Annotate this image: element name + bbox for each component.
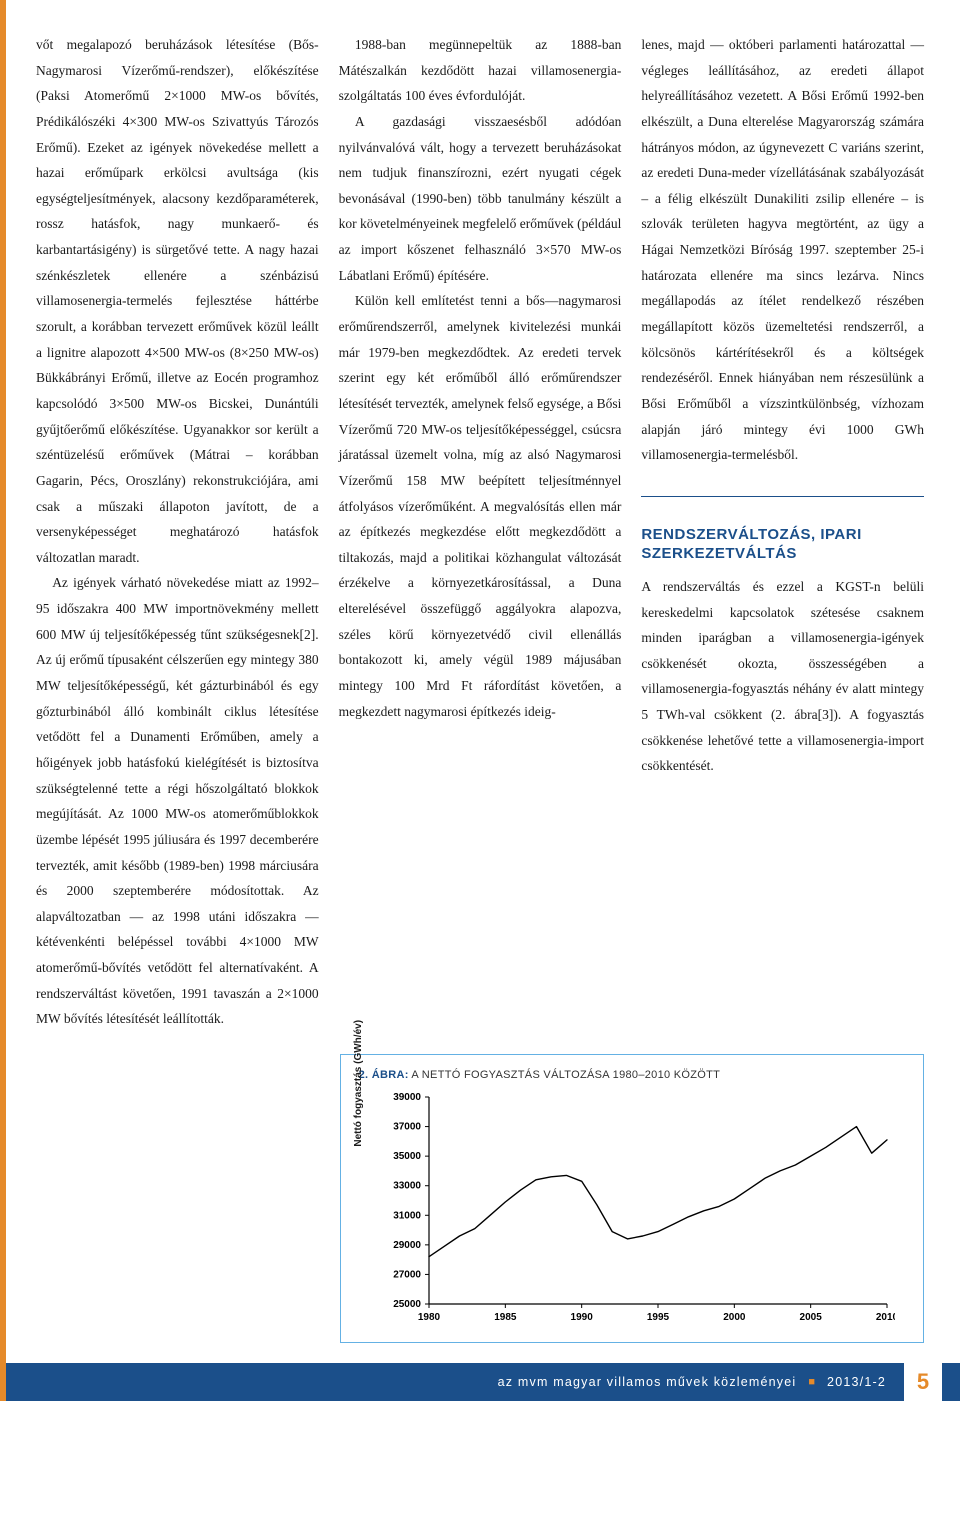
svg-text:1995: 1995: [646, 1312, 669, 1323]
svg-text:1985: 1985: [494, 1312, 517, 1323]
svg-text:25000: 25000: [393, 1299, 421, 1310]
svg-text:35000: 35000: [393, 1151, 421, 1162]
figure-2: 2. ÁBRA: A NETTÓ FOGYASZTÁS VÁLTOZÁSA 19…: [340, 1054, 924, 1343]
paragraph: A gazdasági visszaesésből adódóan nyilvá…: [339, 109, 622, 288]
footer-title: az mvm magyar villamos művek közleményei: [498, 1375, 797, 1389]
paragraph: lenes, majd — októberi parlamenti határo…: [641, 32, 924, 468]
svg-text:31000: 31000: [393, 1210, 421, 1221]
footer-bar: az mvm magyar villamos művek közleményei…: [0, 1363, 960, 1401]
svg-text:33000: 33000: [393, 1181, 421, 1192]
svg-text:2010: 2010: [875, 1312, 894, 1323]
section-heading: RENDSZERVÁLTOZÁS, IPARI SZERKEZETVÁLTÁS: [641, 525, 924, 564]
footer-issue: 2013/1-2: [827, 1375, 886, 1389]
paragraph: A rendszerváltás és ezzel a KGST-n belül…: [641, 574, 924, 779]
svg-text:2005: 2005: [799, 1312, 822, 1323]
figure-number: 2. ÁBRA:: [359, 1069, 409, 1081]
paragraph: vőt megalapozó beruházások létesítése (B…: [36, 32, 319, 570]
section-rule: [641, 496, 924, 497]
column-1: vőt megalapozó beruházások létesítése (B…: [36, 32, 319, 1032]
column-3: lenes, majd — októberi parlamenti határo…: [641, 32, 924, 1032]
svg-text:1990: 1990: [570, 1312, 593, 1323]
svg-text:2000: 2000: [723, 1312, 746, 1323]
chart-container: Nettó fogyasztás (GWh/év) 25000270002900…: [359, 1091, 905, 1330]
footer-separator-icon: ■: [808, 1376, 815, 1388]
text-columns: vőt megalapozó beruházások létesítése (B…: [36, 32, 924, 1032]
page-number: 5: [904, 1363, 942, 1401]
figure-caption-text: A NETTÓ FOGYASZTÁS VÁLTOZÁSA 1980–2010 K…: [409, 1069, 721, 1081]
chart-ylabel: Nettó fogyasztás (GWh/év): [353, 1020, 364, 1147]
page-content: vőt megalapozó beruházások létesítése (B…: [0, 0, 960, 1343]
svg-text:39000: 39000: [393, 1092, 421, 1103]
paragraph: Az igények várható növekedése miatt az 1…: [36, 570, 319, 1032]
column-2: 1988-ban megünnepeltük az 1888-ban Mátés…: [339, 32, 622, 1032]
svg-text:37000: 37000: [393, 1122, 421, 1133]
svg-text:27000: 27000: [393, 1269, 421, 1280]
line-chart: 25000 27000 29000 31000 33000 35000 37000 39000…: [385, 1091, 895, 1326]
accent-stripe: [0, 0, 6, 1401]
svg-text:29000: 29000: [393, 1240, 421, 1251]
paragraph: 1988-ban megünnepeltük az 1888-ban Mátés…: [339, 32, 622, 109]
paragraph: Külön kell említetést tenni a bős—nagyma…: [339, 288, 622, 724]
svg-text:1980: 1980: [417, 1312, 440, 1323]
figure-caption: 2. ÁBRA: A NETTÓ FOGYASZTÁS VÁLTOZÁSA 19…: [359, 1069, 905, 1081]
